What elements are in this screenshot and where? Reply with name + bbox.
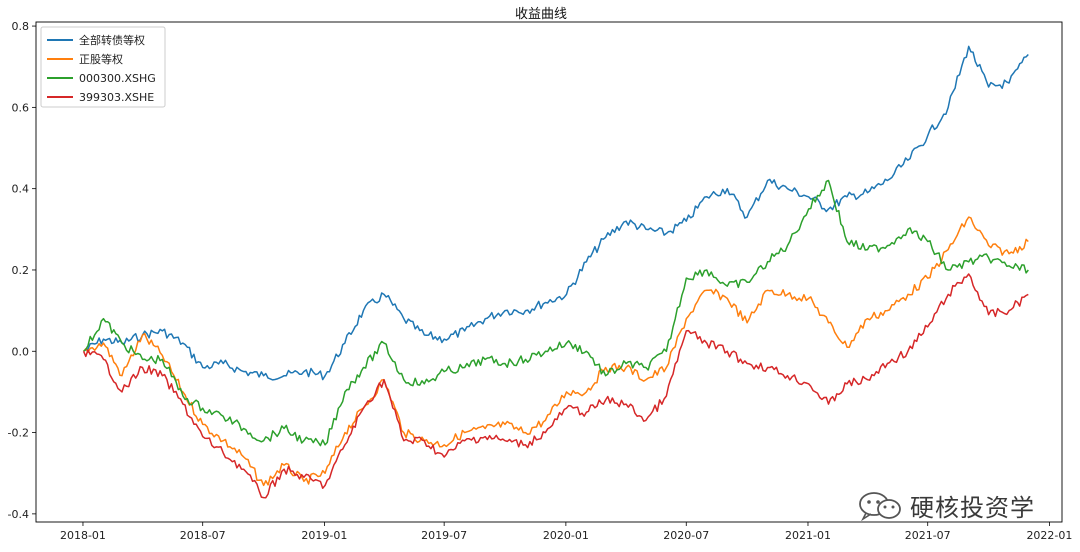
x-tick-label: 2022-01	[1026, 529, 1072, 542]
x-tick-label: 2018-01	[60, 529, 106, 542]
x-tick-label: 2018-07	[180, 529, 226, 542]
legend-box	[40, 26, 166, 108]
y-tick-label: 0.8	[12, 20, 30, 33]
y-tick-label: -0.4	[8, 508, 29, 521]
x-tick-label: 2019-01	[301, 529, 347, 542]
x-tick-label: 2020-01	[543, 529, 589, 542]
plot-frame	[35, 21, 1063, 523]
series-line-3	[82, 273, 1029, 499]
legend-label: 正股等权	[79, 52, 123, 66]
y-tick-label: 0.2	[12, 264, 30, 277]
x-tick-label: 2021-01	[785, 529, 831, 542]
series-line-1	[83, 216, 1029, 487]
x-tick-label: 2019-07	[421, 529, 467, 542]
y-tick-label: -0.2	[8, 427, 29, 440]
chart-title: 收益曲线	[515, 7, 567, 22]
plot-lines	[82, 45, 1029, 499]
y-axis: -0.4 -0.2 0.0 0.2 0.4 0.6 0.8	[8, 20, 36, 521]
watermark: 硬核投资学	[858, 488, 1035, 523]
x-tick-label: 2021-07	[905, 529, 951, 542]
x-axis: 2018-01 2018-07 2019-01 2019-07 2020-01 2020-…	[60, 522, 1072, 542]
y-tick-label: 0.6	[12, 101, 30, 114]
series-line-0	[83, 45, 1029, 381]
legend-label: 000300.XSHG	[79, 72, 156, 85]
series-line-2	[83, 179, 1029, 447]
wechat-icon	[859, 491, 901, 521]
y-tick-label: 0.0	[12, 345, 30, 358]
x-tick-label: 2020-07	[663, 529, 709, 542]
watermark-text: 硬核投资学	[910, 494, 1035, 522]
legend-label: 399303.XSHE	[79, 91, 154, 104]
y-tick-label: 0.4	[12, 183, 30, 196]
legend-label: 全部转债等权	[79, 33, 145, 47]
